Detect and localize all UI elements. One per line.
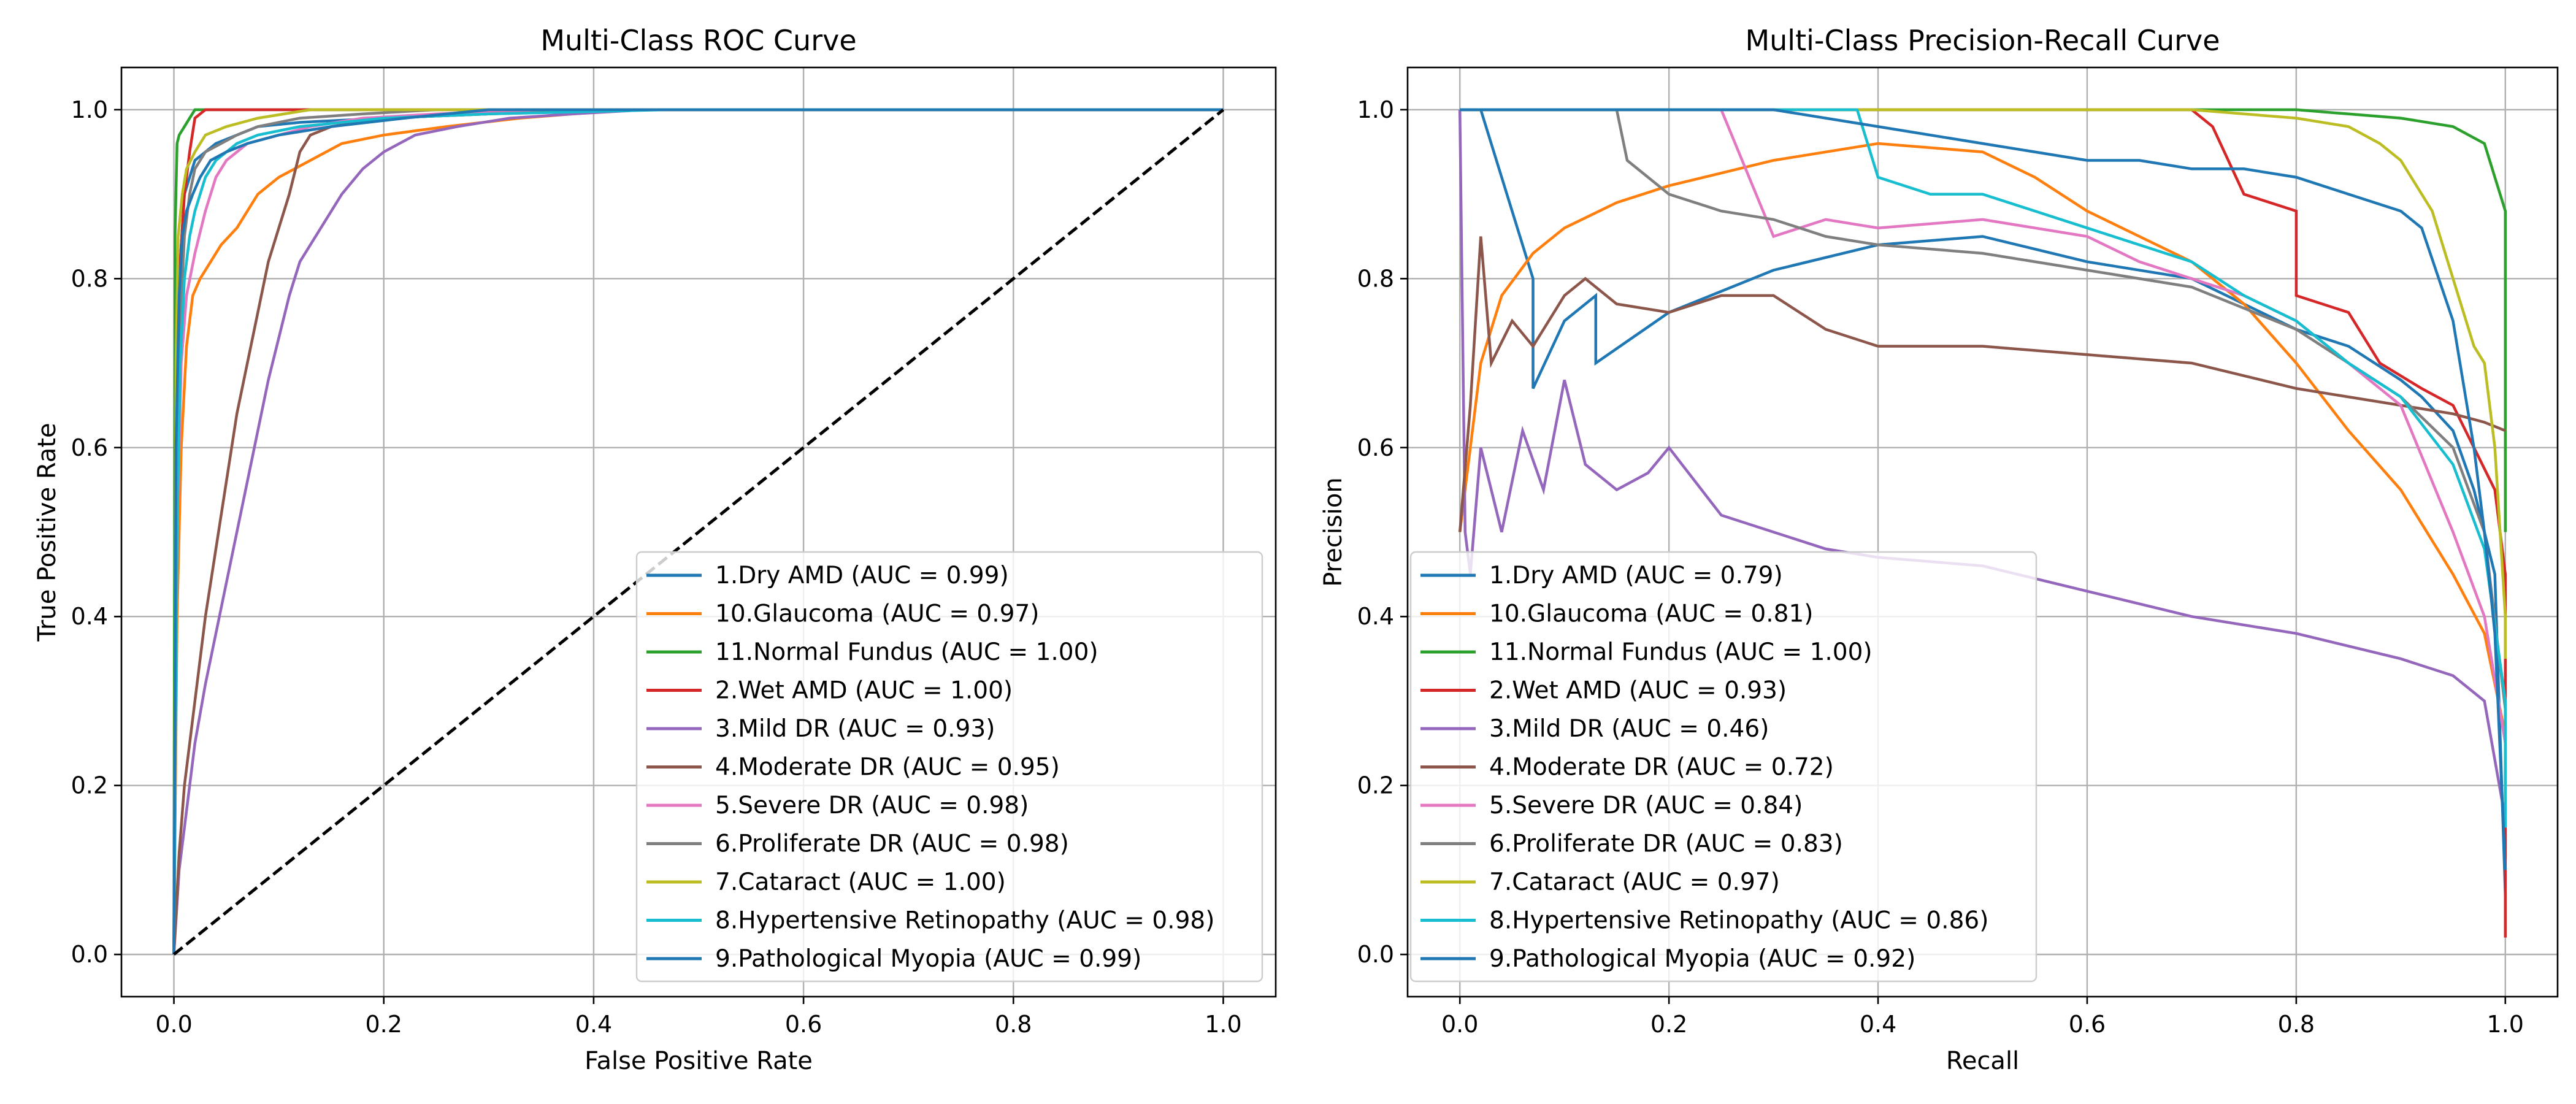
roc-panel: Multi-Class ROC Curve 0.0 0.2 0.4 0.6 0.8 1.0 0… [33,24,1277,1075]
chance-diagonal-line [172,108,1225,956]
series-line [1458,236,2506,532]
legend-entry: 3.Mild DR (AUC = 0.93) [715,715,995,743]
series-line [1460,108,2507,659]
y-tick-label: 0.8 [71,265,108,292]
series-line [1460,108,2507,895]
legend-entry: 1.Dry AMD (AUC = 0.79) [1489,562,1783,589]
x-tick-label: 0.2 [1650,1011,1687,1038]
x-tick-label: 1.0 [2487,1011,2524,1038]
y-axis-label: True Positive Rate [33,423,61,642]
legend-entry: 9.Pathological Myopia (AUC = 0.99) [715,945,1141,973]
legend-entry: 11.Normal Fundus (AUC = 1.00) [1489,638,1873,666]
precision-recall-panel: Multi-Class Precision-Recall Curve 0.0 0.2… [1319,24,2559,1075]
y-tick-label: 0.6 [71,434,108,461]
series-group [172,108,1225,956]
series-line [1460,108,2507,710]
legend-entry: 3.Mild DR (AUC = 0.46) [1489,715,1769,743]
legend-entry: 4.Moderate DR (AUC = 0.95) [715,754,1060,781]
y-tick-label: 0.0 [1357,941,1394,968]
x-tick-label: 0.6 [2069,1011,2106,1038]
legend-entry: 10.Glaucoma (AUC = 0.81) [1489,600,1813,628]
legend-entry: 6.Proliferate DR (AUC = 0.83) [1489,830,1843,858]
y-tick-label: 1.0 [1357,96,1394,123]
legend-entry: 2.Wet AMD (AUC = 0.93) [1489,677,1787,705]
legend-entry: 11.Normal Fundus (AUC = 1.00) [715,638,1098,666]
legend-entry: 1.Dry AMD (AUC = 0.99) [715,562,1009,589]
plot-frame [120,66,1277,998]
series-group [1458,108,2507,938]
x-tick-label: 1.0 [1205,1011,1241,1038]
chart-title: Multi-Class ROC Curve [540,24,856,57]
series-line [1460,108,2507,828]
y-tick-label: 1.0 [71,96,108,123]
x-tick-label: 0.4 [575,1011,612,1038]
y-tick-label: 0.8 [1357,265,1394,292]
legend-entry: 4.Moderate DR (AUC = 0.72) [1489,754,1834,781]
legend: 1.Dry AMD (AUC = 0.99) 10.Glaucoma (AUC =… [635,551,1263,983]
x-tick-label: 0.0 [155,1011,192,1038]
y-tick-label: 0.4 [1357,603,1394,630]
legend-entry: 2.Wet AMD (AUC = 1.00) [715,677,1013,705]
x-axis-label: False Positive Rate [585,1047,813,1075]
legend-entry: 8.Hypertensive Retinopathy (AUC = 0.98) [715,907,1214,935]
series-line [172,108,1224,955]
x-tick-label: 0.6 [785,1011,822,1038]
y-tick-label: 0.0 [71,941,108,968]
y-tick-label: 0.4 [71,603,108,630]
legend-entry: 8.Hypertensive Retinopathy (AUC = 0.86) [1489,907,1988,935]
y-tick-label: 0.2 [1357,772,1394,799]
legend-entry: 7.Cataract (AUC = 0.97) [1489,868,1780,896]
series-line [1458,109,2507,820]
legend-box [1409,551,2037,983]
legend-entry: 10.Glaucoma (AUC = 0.97) [715,600,1039,628]
y-tick-label: 0.2 [71,772,108,799]
series-line [172,108,1224,955]
chart-title: Multi-Class Precision-Recall Curve [1745,24,2220,57]
legend-entry: 6.Proliferate DR (AUC = 0.98) [715,830,1069,858]
series-line [172,108,1224,955]
plot-frame [1406,66,2559,998]
x-tick-label: 0.4 [1860,1011,1896,1038]
x-tick-label: 0.0 [1441,1011,1478,1038]
series-line [1458,142,2507,735]
series-line [172,108,1224,955]
x-tick-label: 0.2 [366,1011,402,1038]
series-line [172,108,1224,955]
series-line [172,108,1224,955]
legend-entry: 7.Cataract (AUC = 1.00) [715,868,1006,896]
legend-entry: 5.Severe DR (AUC = 0.98) [715,792,1029,819]
legend-entry: 9.Pathological Myopia (AUC = 0.92) [1489,945,1915,973]
y-tick-label: 0.6 [1357,434,1394,461]
series-line [172,108,1224,955]
x-axis-label: Recall [1946,1047,2019,1075]
legend: 1.Dry AMD (AUC = 0.79) 10.Glaucoma (AUC =… [1409,551,2037,983]
legend-entry: 5.Severe DR (AUC = 0.84) [1489,792,1803,819]
x-tick-label: 0.8 [2278,1011,2315,1038]
y-axis-label: Precision [1319,477,1347,586]
series-line [1460,108,2507,870]
legend-box [635,551,1263,983]
series-line [1460,108,2507,532]
x-tick-label: 0.8 [995,1011,1032,1038]
